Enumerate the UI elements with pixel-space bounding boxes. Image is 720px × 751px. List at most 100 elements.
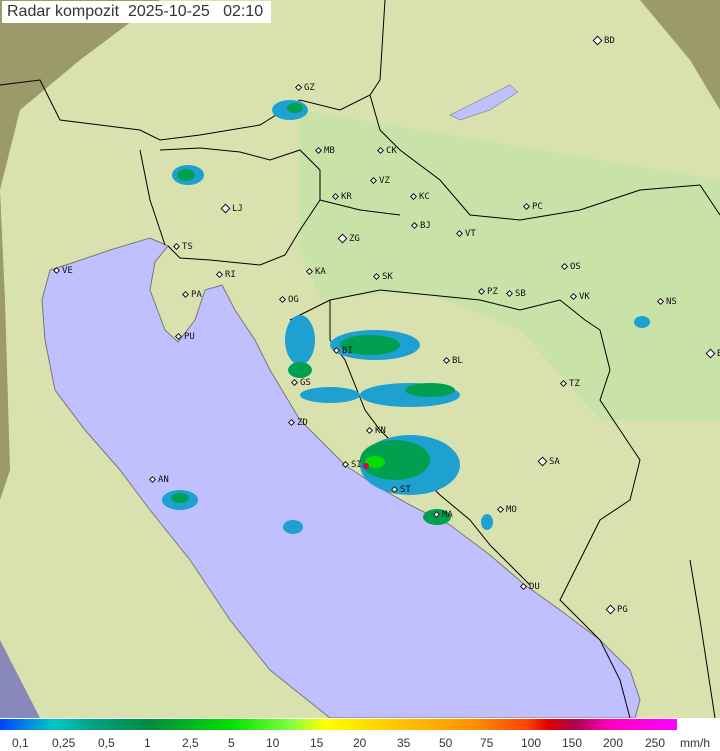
- city-label-bi: BI: [332, 346, 353, 356]
- city-label-og: OG: [278, 295, 299, 305]
- city-label-bj: BJ: [410, 221, 431, 231]
- city-marker-icon: [372, 272, 381, 281]
- city-code: KA: [315, 267, 326, 277]
- city-code: RI: [225, 270, 236, 280]
- city-marker-icon: [376, 146, 385, 155]
- city-code: PU: [184, 332, 195, 342]
- city-marker-icon: [148, 475, 157, 484]
- city-label-gs: GS: [290, 378, 311, 388]
- city-code: CK: [386, 146, 397, 156]
- scale-tick-label: 0,5: [98, 736, 115, 750]
- city-marker-icon: [341, 460, 350, 469]
- city-label-st: ST: [390, 485, 411, 495]
- city-code: VZ: [379, 176, 390, 186]
- city-label-vt: VT: [455, 229, 476, 239]
- city-label-ma: MA: [432, 510, 453, 520]
- city-label-zg: ZG: [337, 233, 360, 244]
- city-code: BI: [342, 346, 353, 356]
- city-marker-icon: [337, 233, 348, 244]
- city-code: LJ: [232, 204, 243, 214]
- city-code: VT: [465, 229, 476, 239]
- city-marker-icon: [390, 485, 399, 494]
- city-marker-icon: [52, 266, 61, 275]
- city-marker-icon: [294, 83, 303, 92]
- city-label-kn: KN: [365, 426, 386, 436]
- city-marker-icon: [365, 426, 374, 435]
- city-code: PA: [191, 290, 202, 300]
- city-marker-icon: [505, 289, 514, 298]
- city-marker-icon: [477, 287, 486, 296]
- city-code: MB: [324, 146, 335, 156]
- city-marker-icon: [290, 378, 299, 387]
- city-code: BD: [604, 36, 615, 46]
- city-marker-icon: [369, 176, 378, 185]
- scale-tick-label: 20: [353, 736, 367, 750]
- city-code: KN: [375, 426, 386, 436]
- city-marker-icon: [592, 35, 603, 46]
- city-label-pu: PU: [174, 332, 195, 342]
- city-marker-icon: [181, 290, 190, 299]
- radar-map[interactable]: [0, 0, 720, 718]
- city-marker-icon: [605, 604, 616, 615]
- city-label-os: OS: [560, 262, 581, 272]
- city-label-an: AN: [148, 475, 169, 485]
- city-label-si: SI: [341, 460, 362, 470]
- city-code: KC: [419, 192, 430, 202]
- city-marker-icon: [305, 267, 314, 276]
- city-code: PZ: [487, 287, 498, 297]
- city-marker-icon: [172, 242, 181, 251]
- city-label-sb: SB: [505, 289, 526, 299]
- city-label-ka: KA: [305, 267, 326, 277]
- city-marker-icon: [174, 332, 183, 341]
- city-marker-icon: [560, 262, 569, 271]
- city-label-gz: GZ: [294, 83, 315, 93]
- city-label-du: DU: [519, 582, 540, 592]
- city-label-kc: KC: [409, 192, 430, 202]
- city-code: OS: [570, 262, 581, 272]
- city-label-sk: SK: [372, 272, 393, 282]
- adriatic-sea: [41, 237, 641, 718]
- city-marker-icon: [332, 346, 341, 355]
- city-code: PG: [617, 605, 628, 615]
- city-label-zd: ZD: [287, 418, 308, 428]
- city-code: NS: [666, 297, 677, 307]
- scale-tick-label: 0,25: [52, 736, 76, 750]
- city-code: SI: [351, 460, 362, 470]
- city-code: VK: [579, 292, 590, 302]
- scale-tick-label: 5: [228, 736, 235, 750]
- city-label-bg: BG: [705, 348, 720, 359]
- city-code: OG: [288, 295, 299, 305]
- city-marker-icon: [519, 582, 528, 591]
- city-marker-icon: [278, 295, 287, 304]
- country-borders: [0, 0, 720, 718]
- city-code: GZ: [304, 83, 315, 93]
- city-marker-icon: [215, 270, 224, 279]
- city-code: BL: [452, 356, 463, 366]
- page-title: Radar kompozit 2025-10-25 02:10: [2, 1, 271, 23]
- city-marker-icon: [537, 456, 548, 467]
- city-label-mb: MB: [314, 146, 335, 156]
- city-code: TZ: [569, 379, 580, 389]
- scale-tick-label: 2,5: [182, 736, 199, 750]
- city-label-ts: TS: [172, 242, 193, 252]
- city-label-ck: CK: [376, 146, 397, 156]
- city-code: BG: [717, 349, 720, 359]
- city-code: AN: [158, 475, 169, 485]
- city-code: MA: [442, 510, 453, 520]
- scale-tick-label: 15: [310, 736, 324, 750]
- city-code: GS: [300, 378, 311, 388]
- city-code: DU: [529, 582, 540, 592]
- city-label-vk: VK: [569, 292, 590, 302]
- lowland-area: [300, 110, 720, 420]
- city-code: TS: [182, 242, 193, 252]
- city-marker-icon: [409, 192, 418, 201]
- city-code: PC: [532, 202, 543, 212]
- city-label-ns: NS: [656, 297, 677, 307]
- scale-tick-label: 150: [562, 736, 583, 750]
- city-marker-icon: [522, 202, 531, 211]
- city-label-sa: SA: [537, 456, 560, 467]
- scale-tick-label: 35: [397, 736, 411, 750]
- city-marker-icon: [410, 221, 419, 230]
- scale-tick-label: 10: [266, 736, 280, 750]
- city-code: SB: [515, 289, 526, 299]
